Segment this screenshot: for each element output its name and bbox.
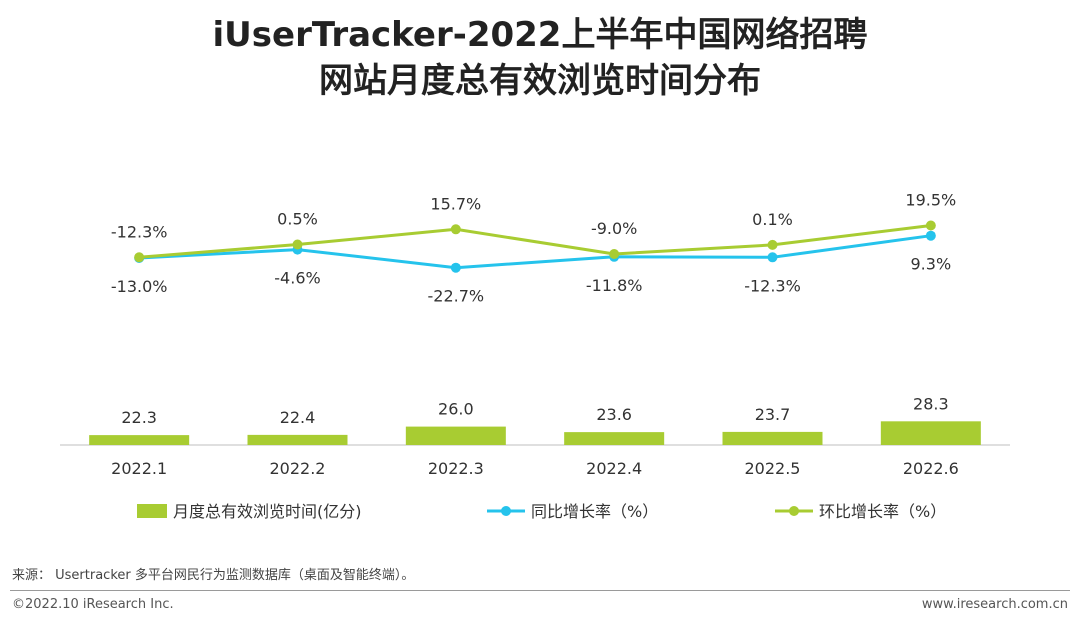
bar-value-label: 28.3 — [913, 394, 949, 413]
mom-point — [925, 220, 936, 231]
yoy-value-label: -4.6% — [274, 269, 320, 288]
mom-point — [292, 239, 303, 250]
mom-point — [134, 252, 145, 263]
yoy-line — [139, 234, 932, 270]
bar — [247, 434, 348, 445]
mom-point — [609, 249, 620, 259]
yoy-point — [450, 262, 461, 273]
bar-value-label: 22.4 — [280, 408, 316, 427]
yoy-value-label: -11.8% — [586, 276, 643, 295]
x-tick-label: 2022.6 — [903, 459, 959, 478]
website-link[interactable]: www.iresearch.com.cn — [921, 597, 1068, 612]
chart-title-line-2: 网站月度总有效浏览时间分布 — [319, 61, 761, 101]
bar — [880, 421, 981, 445]
bar — [89, 435, 190, 445]
source-note: 来源： Usertracker 多平台网民行为监测数据库（桌面及智能终端）。 — [12, 568, 415, 583]
footer-divider — [10, 590, 1070, 591]
yoy-value-label: 9.3% — [911, 255, 952, 274]
bar — [405, 426, 506, 445]
mom-point — [450, 224, 461, 235]
x-tick-label: 2022.3 — [428, 459, 484, 478]
yoy-value-label: -22.7% — [428, 287, 485, 306]
mom-value-label: 15.7% — [430, 194, 481, 213]
chart-title-line-1: iUserTracker-2022上半年中国网络招聘 — [212, 15, 868, 55]
chart-title: iUserTracker-2022上半年中国网络招聘 网站月度总有效浏览时间分布 — [0, 12, 1080, 104]
legend-mom-label: 环比增长率（%） — [819, 502, 946, 521]
mom-value-label: 0.5% — [277, 210, 318, 229]
mom-value-label: 19.5% — [905, 191, 956, 210]
mom-point — [767, 239, 778, 250]
x-tick-label: 2022.5 — [745, 459, 801, 478]
yoy-value-label: -13.0% — [111, 277, 168, 296]
bar-value-label: 26.0 — [438, 400, 474, 419]
legend-mom-marker — [789, 506, 799, 516]
legend-bar-swatch — [137, 504, 167, 518]
copyright-text: ©2022.10 iResearch Inc. — [12, 597, 174, 612]
x-tick-label: 2022.2 — [270, 459, 326, 478]
mom-value-label: -9.0% — [591, 219, 637, 238]
bar-value-label: 23.7 — [755, 405, 791, 424]
bar-value-label: 22.3 — [121, 408, 157, 427]
legend-bar-label: 月度总有效浏览时间(亿分) — [173, 502, 362, 521]
bar — [722, 431, 823, 445]
legend-yoy-label: 同比增长率（%） — [531, 502, 658, 521]
bar-value-label: 23.6 — [596, 405, 632, 424]
chart-area: 22.3 2022.1 22.4 2022.2 26.0 2022.3 23.6 2022.4… — [60, 191, 1010, 521]
yoy-point — [925, 230, 936, 241]
x-tick-label: 2022.4 — [586, 459, 642, 478]
yoy-value-label: -12.3% — [744, 276, 801, 295]
bar — [564, 432, 665, 445]
yoy-point — [767, 252, 778, 263]
legend-yoy-marker — [501, 506, 511, 516]
mom-value-label: 0.1% — [752, 210, 793, 229]
mom-line — [139, 224, 932, 259]
x-tick-label: 2022.1 — [111, 459, 167, 478]
mom-value-label: -12.3% — [111, 222, 168, 241]
